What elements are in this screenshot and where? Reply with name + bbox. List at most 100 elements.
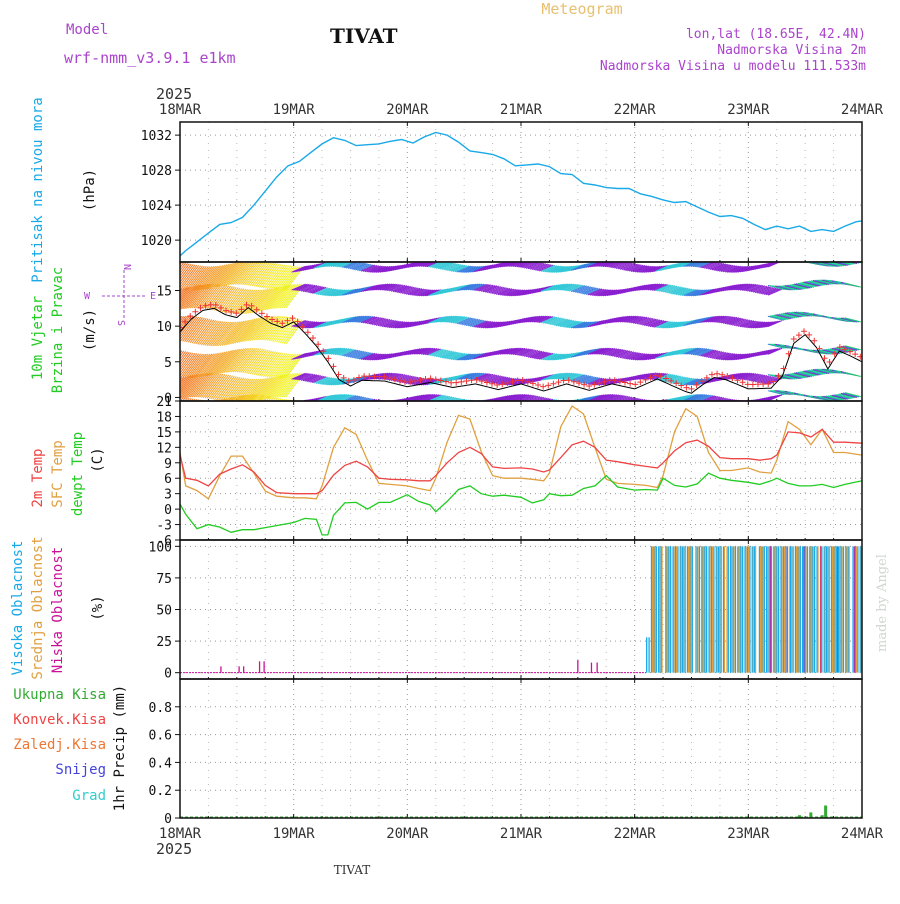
wind-arrow: [692, 289, 708, 297]
gust-marker: [673, 380, 680, 387]
wind-arrow: [690, 394, 706, 401]
wind-arrow: [247, 262, 267, 286]
gust-marker: [315, 341, 322, 348]
gust-marker: [207, 301, 214, 308]
wind-arrow: [833, 347, 850, 353]
wind-arrow: [578, 375, 593, 383]
wind-arrow: [338, 348, 353, 356]
wind-arrow: [555, 353, 571, 361]
wind-arrow: [353, 396, 364, 401]
cloud-ylabel-4: (%): [90, 595, 106, 620]
wind-arrow: [829, 348, 846, 354]
wind-arrow: [587, 288, 603, 296]
wind-arrow: [467, 353, 483, 361]
wind-arrow: [732, 265, 747, 273]
wind-arrow: [525, 315, 541, 323]
wind-arrow: [488, 375, 503, 383]
wind-arrow: [263, 395, 269, 401]
wind-arrow: [274, 317, 293, 343]
wind-arrow: [683, 378, 698, 386]
wind-arrow: [261, 315, 280, 341]
wind-arrow: [709, 263, 725, 270]
wind-arrow: [606, 262, 620, 268]
wind-arrow: [199, 373, 218, 398]
high-cloud-bar: [842, 546, 845, 673]
wind-arrow: [788, 373, 805, 379]
wind-arrow: [539, 352, 554, 360]
wind-arrow: [681, 347, 696, 355]
wind-arrow: [236, 262, 255, 285]
wind-arrow: [332, 289, 348, 297]
wind-arrow: [717, 264, 732, 272]
wind-arrow: [529, 351, 545, 359]
wind-arrow: [542, 265, 558, 273]
wind-arrow: [668, 321, 683, 329]
wind-arrow: [743, 373, 758, 381]
wind-arrow: [214, 263, 233, 288]
wind-arrow: [268, 316, 288, 342]
wind-arrow: [550, 372, 565, 380]
wind-arrow: [535, 263, 550, 271]
wind-arrow: [194, 399, 198, 401]
wind-arrow: [215, 321, 235, 347]
wind-arrow: [328, 262, 341, 267]
wind-arrow: [527, 350, 543, 358]
wind-arrow: [574, 285, 590, 293]
wind-arrow: [703, 395, 717, 401]
wind-arrow: [430, 288, 445, 296]
wind-vectors: [180, 262, 862, 401]
wind-arrow: [625, 315, 640, 323]
wind-arrow: [525, 262, 541, 269]
wind-arrow: [471, 265, 486, 273]
wind-arrow: [219, 399, 222, 401]
wind-arrow: [514, 262, 528, 268]
wind-arrow: [507, 289, 522, 297]
wind-arrow: [499, 347, 515, 355]
wind-arrow: [700, 349, 715, 357]
wind-arrow: [844, 317, 861, 323]
wind-arrow: [687, 378, 702, 386]
wind-arrow: [270, 373, 290, 399]
high-cloud-bar: [713, 546, 715, 673]
wind-arrow: [460, 353, 475, 361]
gust-marker: [407, 378, 414, 385]
wind-arrow: [848, 262, 858, 265]
wind-arrow: [437, 350, 453, 358]
wind-arrow: [437, 262, 453, 270]
wind-arrow: [364, 353, 379, 361]
high-cloud-bar: [660, 546, 662, 673]
wind-arrow: [645, 265, 661, 273]
wind-arrow: [555, 283, 571, 291]
cloud-ylabel-2: Srednja Oblacnost: [30, 536, 46, 679]
wind-arrow: [734, 353, 749, 361]
wind-arrow: [792, 311, 809, 317]
wind-arrow: [657, 373, 672, 381]
wind-arrow: [465, 319, 481, 327]
wind-arrow: [555, 372, 571, 380]
wind-arrow: [180, 315, 187, 325]
wind-arrow: [433, 349, 449, 357]
wind-arrow: [358, 352, 374, 360]
wind-arrow: [276, 284, 295, 309]
wind-arrow: [289, 399, 292, 401]
wind-arrow: [199, 283, 218, 309]
wind-arrow: [786, 284, 803, 290]
wind-arrow: [510, 394, 526, 401]
wind-arrow: [606, 348, 621, 356]
gust-marker: [448, 379, 455, 386]
wind-arrow: [321, 394, 336, 401]
y-tick-label: 0.4: [149, 756, 173, 771]
wind-arrow: [762, 376, 777, 384]
wind-arrow: [215, 262, 235, 288]
wind-arrow: [347, 315, 363, 323]
wind-arrow: [193, 319, 213, 344]
wind-arrow: [839, 393, 856, 399]
wind-arrow: [319, 377, 334, 385]
wind-arrow: [604, 348, 620, 356]
wind-arrow: [537, 264, 552, 272]
wind-arrow: [205, 400, 207, 401]
wind-arrow: [514, 289, 530, 297]
wind-arrow: [739, 265, 755, 273]
footer-station: TIVAT: [334, 863, 371, 877]
wind-arrow: [525, 350, 541, 358]
